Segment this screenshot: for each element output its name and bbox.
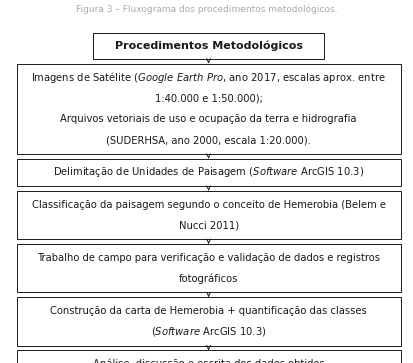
Text: Procedimentos Metodológicos: Procedimentos Metodológicos [114, 41, 303, 51]
Text: Nucci 2011): Nucci 2011) [178, 221, 239, 231]
Text: Imagens de Satélite ($\it{Google\ Earth\ Pro}$, ano 2017, escalas aprox. entre: Imagens de Satélite ($\it{Google\ Earth\… [31, 70, 386, 85]
Text: Figura 3 – Fluxograma dos procedimentos metodológicos.: Figura 3 – Fluxograma dos procedimentos … [76, 4, 337, 14]
FancyBboxPatch shape [93, 33, 324, 59]
Text: 1:40.000 e 1:50.000);: 1:40.000 e 1:50.000); [154, 93, 263, 103]
FancyBboxPatch shape [17, 64, 401, 154]
FancyBboxPatch shape [17, 191, 401, 239]
FancyBboxPatch shape [17, 297, 401, 346]
Text: (SUDERHSA, ano 2000, escala 1:20.000).: (SUDERHSA, ano 2000, escala 1:20.000). [106, 135, 311, 145]
Text: Delimitação de Unidades de Paisagem ($\it{Software}$ ArcGIS 10.3): Delimitação de Unidades de Paisagem ($\i… [53, 166, 364, 179]
FancyBboxPatch shape [17, 159, 401, 186]
FancyBboxPatch shape [17, 350, 401, 363]
Text: Construção da carta de Hemerobia + quantificação das classes: Construção da carta de Hemerobia + quant… [50, 306, 367, 316]
Text: Análise, discussão e escrita dos dados obtidos: Análise, discussão e escrita dos dados o… [93, 359, 325, 363]
Text: Classificação da paisagem segundo o conceito de Hemerobia (Belem e: Classificação da paisagem segundo o conc… [31, 200, 386, 209]
FancyBboxPatch shape [17, 244, 401, 293]
Text: fotográficos: fotográficos [179, 273, 238, 284]
Text: Arquivos vetoriais de uso e ocupação da terra e hidrografia: Arquivos vetoriais de uso e ocupação da … [60, 114, 357, 124]
Text: Trabalho de campo para verificação e validação de dados e registros: Trabalho de campo para verificação e val… [37, 253, 380, 263]
Text: ($\it{Software}$ ArcGIS 10.3): ($\it{Software}$ ArcGIS 10.3) [151, 325, 266, 338]
